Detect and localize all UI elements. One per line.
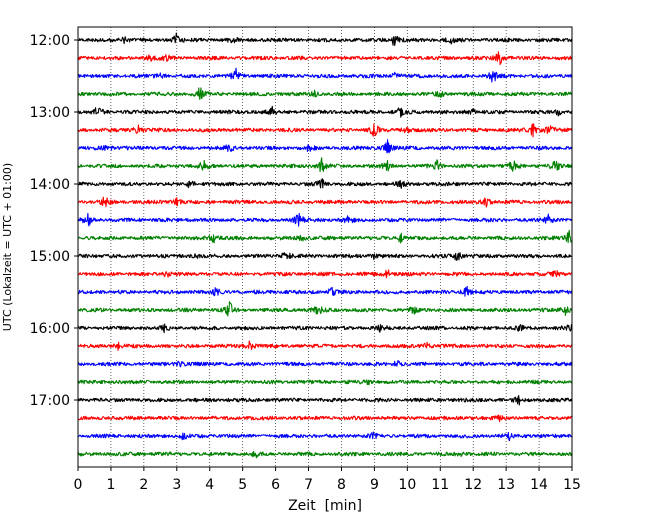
seismic-traces	[77, 32, 573, 459]
x-axis-label: Zeit [min]	[288, 498, 362, 514]
x-axis: 0 1 2 3 4 5 6 7 8 9 10 11 12 13 14 15	[74, 467, 581, 493]
x-tick-label: 3	[172, 477, 181, 493]
y-tick-label: 14:00	[30, 177, 70, 193]
trace-1645	[77, 379, 573, 386]
y-tick-label: 15:00	[30, 249, 70, 265]
trace-1200	[77, 32, 573, 46]
y-axis-label: UTC (Lokalzeit = UTC + 01:00)	[1, 163, 14, 331]
x-tick-label: 9	[370, 477, 379, 493]
trace-1545	[77, 301, 573, 317]
trace-1430	[77, 212, 573, 227]
x-tick-label: 5	[238, 477, 247, 493]
trace-1615	[77, 340, 573, 351]
y-tick-label: 13:00	[30, 105, 70, 121]
trace-1230	[77, 67, 573, 83]
trace-1300	[77, 105, 573, 118]
x-tick-label: 12	[464, 477, 482, 493]
grid-lines	[110, 27, 540, 467]
trace-1630	[77, 359, 573, 368]
y-tick-label: 16:00	[30, 321, 70, 337]
x-tick-label: 0	[74, 477, 83, 493]
trace-1530	[77, 285, 573, 297]
y-tick-label: 17:00	[30, 393, 70, 409]
y-axis: 12:00 13:00 14:00 15:00 16:00 17:00	[30, 33, 78, 409]
trace-1245	[77, 87, 573, 101]
x-tick-label: 7	[304, 477, 313, 493]
x-tick-label: 11	[431, 477, 449, 493]
trace-1600	[77, 323, 573, 334]
trace-1215	[77, 51, 573, 66]
trace-1315	[77, 123, 573, 138]
plot-background	[78, 27, 572, 467]
x-tick-label: 13	[497, 477, 515, 493]
plot-frame	[77, 26, 573, 468]
trace-1700	[77, 395, 573, 406]
trace-1745	[77, 450, 573, 459]
trace-1330	[77, 139, 573, 154]
trace-1500	[77, 252, 573, 261]
trace-1345	[77, 157, 573, 173]
x-tick-label: 14	[530, 477, 548, 493]
x-tick-label: 6	[271, 477, 280, 493]
x-tick-label: 10	[398, 477, 416, 493]
trace-1400	[77, 178, 573, 189]
x-tick-label: 15	[563, 477, 581, 493]
x-tick-label: 4	[205, 477, 214, 493]
trace-1715	[77, 414, 573, 423]
trace-1415	[77, 196, 573, 208]
x-tick-label: 2	[139, 477, 148, 493]
x-tick-label: 1	[106, 477, 115, 493]
y-tick-label: 12:00	[30, 33, 70, 49]
trace-1730	[77, 431, 573, 442]
x-tick-label: 8	[337, 477, 346, 493]
trace-1515	[77, 269, 573, 279]
trace-1445	[77, 229, 573, 244]
